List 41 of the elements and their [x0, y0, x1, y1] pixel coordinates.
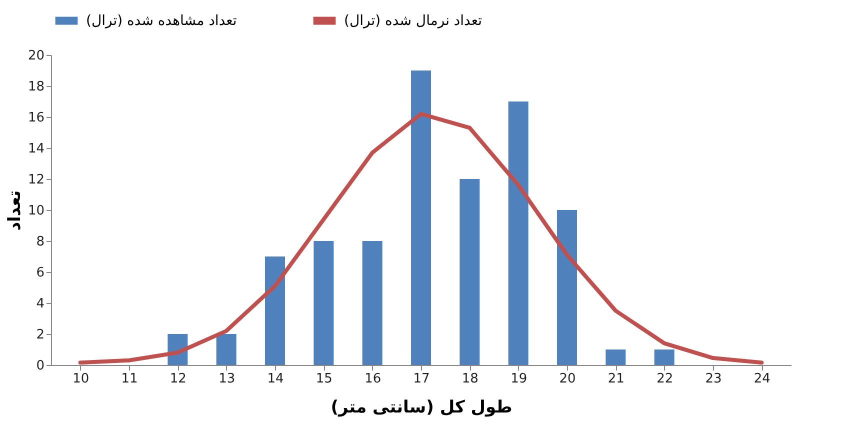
line-series: [78, 112, 764, 365]
bar: [265, 256, 285, 365]
x-tick-label: 22: [656, 372, 674, 386]
bar: [411, 70, 431, 365]
y-tick-label: 10: [28, 204, 44, 218]
x-tick-label: 15: [316, 372, 332, 386]
y-tick-label: 16: [28, 110, 44, 126]
x-tick-label: 10: [72, 372, 90, 386]
bar: [557, 210, 577, 365]
x-tick-label: 17: [413, 372, 430, 386]
y-tick-label: 6: [36, 266, 44, 280]
legend-label: تعداد نرمال شده (ترال): [344, 12, 482, 29]
y-tick-label: 14: [28, 142, 44, 156]
x-tick-label: 21: [608, 372, 624, 386]
x-tick-label: 14: [267, 372, 284, 386]
bar: [508, 102, 528, 365]
bar: [314, 241, 334, 365]
x-tick-label: 16: [364, 372, 382, 386]
x-axis-title: طول کل (سانتی متر): [330, 398, 512, 418]
y-tick-label: 18: [28, 80, 44, 94]
x-tick-label: 12: [170, 372, 186, 386]
bar: [362, 241, 382, 365]
x-tick-label: 20: [559, 372, 576, 386]
bar: [460, 179, 480, 365]
x-tick-label: 24: [754, 372, 770, 386]
y-tick-label: 2: [36, 328, 44, 342]
x-tick-label: 11: [121, 372, 138, 386]
x-tick-label: 23: [705, 372, 722, 386]
bar: [216, 334, 236, 365]
bar: [606, 350, 626, 365]
y-tick-label: 12: [28, 172, 44, 188]
x-tick-label: 18: [462, 372, 478, 386]
y-tick-label: 0: [36, 358, 44, 374]
legend-label: تعداد مشاهده شده (ترال): [86, 12, 237, 29]
y-axis-title: تعداد: [4, 190, 25, 231]
y-tick-label: 20: [28, 48, 44, 64]
x-tick-label: 19: [510, 372, 528, 386]
x-tick-label: 13: [218, 372, 236, 386]
y-tick-label: 4: [36, 296, 44, 312]
bar: [654, 350, 674, 365]
y-tick-label: 8: [36, 234, 44, 250]
